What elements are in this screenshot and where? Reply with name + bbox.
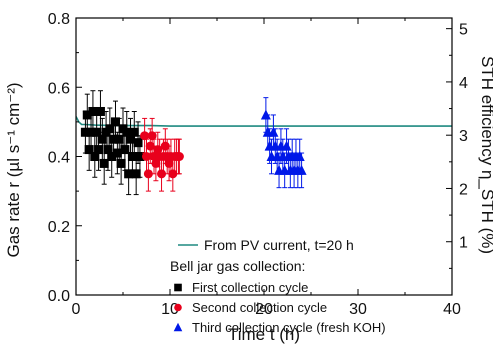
data-point-square [124,169,134,179]
x-axis-label: Time t (h) [228,325,300,344]
data-point-circle [140,131,150,141]
data-point-square [80,127,90,137]
data-point-square [135,152,145,161]
legend-label-circle: Second collection cycle [192,300,327,315]
series-circle [140,117,184,192]
series-triangle [260,97,307,189]
data-point-square [95,106,105,116]
data-point-triangle [296,164,307,175]
data-point-circle [147,131,157,141]
data-point-square [126,134,136,144]
x-tick-label: 40 [443,301,461,318]
y-right-tick-label: 2 [459,181,468,198]
x-tick-label: 0 [72,301,81,318]
data-point-square [109,134,119,144]
legend-heading: Bell jar gas collection: [170,258,305,274]
data-point-square [112,148,122,158]
data-point-square [110,117,120,127]
legend-marker-circle [174,303,182,312]
data-point-triangle [294,151,305,161]
legend-marker-square [174,283,182,292]
legend-label-triangle: Third collection cycle (fresh KOH) [192,320,386,335]
data-point-triangle [268,126,279,137]
data-point-square [131,169,141,179]
data-point-square [88,106,98,116]
y-left-tick-label: 0.6 [48,80,70,97]
data-point-square [97,134,107,144]
data-point-square [122,127,132,137]
data-point-square [105,124,115,134]
data-point-square [84,145,94,155]
data-point-square [90,152,100,161]
data-point-circle [174,152,184,161]
y-left-tick-label: 0.0 [48,288,70,305]
y-right-tick-label: 3 [459,128,468,145]
x-tick-label: 10 [161,301,179,318]
pv-current-line [76,116,452,127]
legend-marker-triangle [173,322,183,332]
y-left-tick-label: 0.2 [48,219,70,236]
data-point-square [120,145,130,155]
data-point-triangle [281,140,292,151]
data-point-square [92,127,102,137]
x-tick-label: 30 [349,301,367,318]
data-point-square [129,127,139,137]
y-axis-left-label: Gas rate r (µl s⁻¹ cm⁻²) [4,82,23,257]
data-point-square [116,158,126,168]
y-right-tick-label: 5 [459,22,468,39]
y-left-tick-label: 0.4 [48,150,70,167]
data-point-circle [143,169,153,179]
y-right-tick-label: 1 [459,235,468,252]
data-point-square [107,152,117,161]
y-left-tick-label: 0.8 [48,11,70,28]
legend-label-square: First collection cycle [192,280,308,295]
y-right-tick-label: 4 [459,75,468,92]
y-axis-right-label: STH efficiency η_STH (%) [478,56,493,254]
x-tick-label: 20 [255,301,273,318]
series-undefined [76,116,452,127]
data-point-square [133,138,143,148]
data-point-square [82,110,92,120]
series-square [80,90,145,196]
data-point-square [94,145,104,155]
data-point-square [127,152,137,161]
legend-pv-label: From PV current, t=20 h [204,237,354,253]
data-point-square [99,158,109,168]
data-point-square [114,134,124,144]
